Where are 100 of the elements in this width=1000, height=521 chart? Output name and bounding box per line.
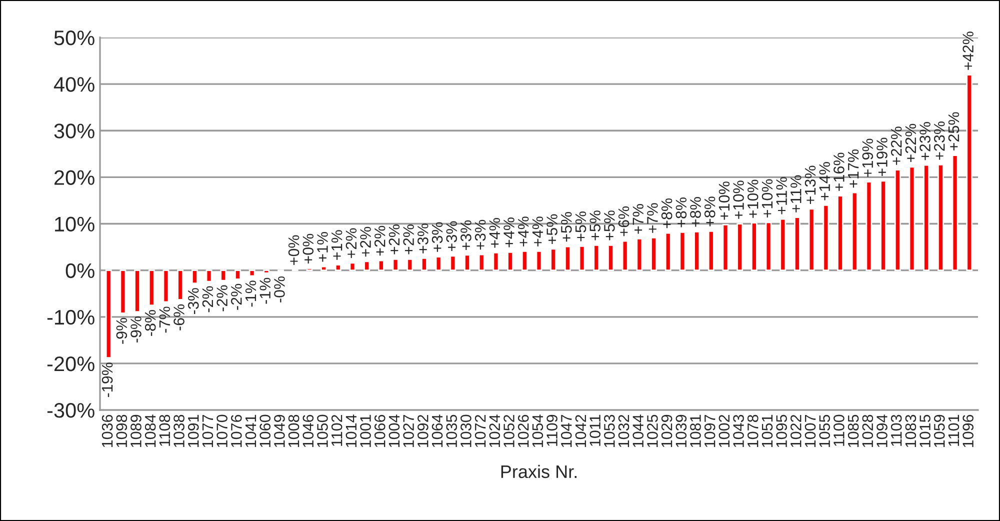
data-label: +5%: [575, 211, 586, 242]
x-tick-label: 1026: [518, 414, 529, 448]
data-label: +6%: [618, 206, 630, 236]
x-tick-label: 1059: [934, 414, 945, 448]
x-tick-label: 1102: [331, 414, 342, 446]
bar: [536, 250, 542, 272]
bar: [780, 218, 786, 272]
x-tick-label: 1098: [116, 414, 128, 448]
data-label: -1%: [245, 280, 256, 307]
x-tick-label: 1051: [762, 414, 773, 448]
data-label: +10%: [733, 180, 744, 219]
bar: [894, 169, 901, 272]
data-label: -6%: [174, 304, 184, 330]
bar: [234, 270, 241, 280]
x-tick-label: 1024: [489, 414, 500, 448]
x-axis-title: Praxis Nr.: [501, 464, 576, 478]
data-label: +19%: [876, 138, 888, 176]
data-label: +10%: [747, 180, 758, 218]
data-label: +14%: [819, 162, 830, 200]
bar: [636, 238, 643, 272]
x-tick-label: 1004: [388, 414, 400, 448]
data-label: +3%: [474, 220, 486, 250]
data-label: +2%: [346, 228, 357, 258]
data-label: +8%: [690, 197, 701, 227]
data-label: +25%: [948, 112, 960, 150]
data-label: -7%: [159, 306, 170, 333]
x-tick-label: 1066: [374, 414, 386, 448]
bar: [650, 237, 657, 272]
bar: [851, 192, 858, 272]
bar: [105, 270, 112, 359]
data-label: -9%: [116, 318, 128, 344]
bar: [622, 240, 628, 272]
data-label: +22%: [890, 126, 902, 165]
x-tick-label: 1039: [676, 414, 687, 448]
bar: [679, 231, 686, 272]
data-label: -2%: [216, 285, 228, 312]
x-tick-label: 1085: [848, 414, 859, 448]
x-tick-label: 1091: [188, 414, 199, 448]
data-label: +3%: [446, 221, 458, 251]
x-tick-label: 1052: [504, 414, 514, 448]
bar: [578, 245, 586, 272]
x-tick-label: 1022: [790, 414, 802, 448]
y-tick-label: 50%: [54, 30, 94, 46]
data-label: +4%: [532, 216, 544, 246]
y-tick-label: 30%: [54, 124, 94, 138]
bar: [320, 266, 328, 272]
data-label: +16%: [834, 152, 844, 191]
x-tick-label: 1011: [590, 414, 600, 446]
bar: [664, 232, 672, 272]
data-label: -3%: [188, 288, 199, 314]
bar: [808, 208, 815, 272]
data-label: +17%: [848, 149, 859, 188]
x-tick-label: 1078: [747, 414, 758, 448]
bar: [162, 270, 170, 303]
x-tick-label: 1089: [130, 414, 142, 448]
bar: [478, 254, 485, 272]
x-tick-label: 1064: [432, 414, 443, 448]
x-tick-label: 1029: [661, 414, 672, 448]
bar: [120, 270, 126, 314]
data-label: +1%: [332, 230, 342, 260]
bar: [722, 224, 729, 272]
x-tick-label: 1041: [245, 414, 256, 448]
x-tick-label: 1072: [474, 414, 486, 448]
x-tick-label: 1014: [346, 414, 357, 448]
bar: [177, 270, 184, 300]
bar: [966, 74, 973, 272]
data-label: +4%: [518, 216, 529, 246]
bar: [822, 204, 830, 272]
x-tick-label: 1050: [317, 414, 328, 448]
bar: [765, 222, 772, 272]
x-tick-label: 1103: [890, 414, 902, 446]
data-label: +7%: [632, 204, 644, 234]
bar: [952, 154, 958, 272]
data-label: +2%: [403, 224, 414, 254]
bar: [148, 270, 155, 306]
y-tick-label: 10%: [55, 216, 94, 232]
bar: [263, 270, 270, 274]
x-tick-label: 1015: [920, 414, 930, 448]
data-label: +10%: [718, 182, 730, 220]
bar: [837, 195, 844, 272]
data-label: +8%: [704, 196, 716, 226]
x-tick-label: 1092: [418, 414, 428, 448]
bar: [492, 252, 500, 272]
bar: [464, 254, 470, 272]
y-tick-label: 20%: [54, 170, 94, 185]
bar: [134, 270, 141, 312]
bar: [794, 216, 800, 272]
data-label: -9%: [130, 316, 142, 342]
data-label: +3%: [432, 222, 443, 252]
x-tick-label: 1054: [532, 414, 544, 448]
x-tick-label: 1070: [216, 414, 228, 448]
data-label: +1%: [317, 232, 328, 262]
x-tick-label: 1081: [690, 414, 701, 448]
bar: [421, 258, 428, 272]
bar: [349, 262, 356, 272]
bar: [206, 270, 212, 282]
x-tick-label: 1028: [862, 414, 874, 448]
data-label: +5%: [590, 210, 600, 240]
x-tick-label: 1109: [546, 414, 558, 446]
x-tick-label: 1096: [962, 414, 974, 448]
